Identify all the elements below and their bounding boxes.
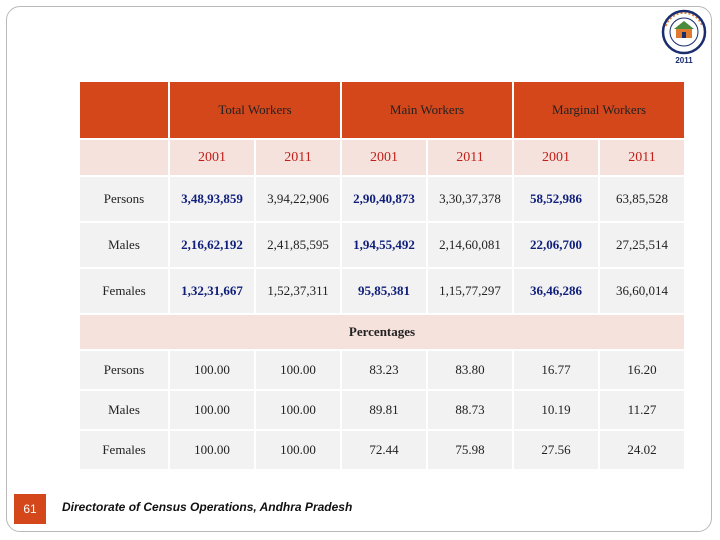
table-cell: 2,14,60,081 (428, 223, 513, 267)
table-cell: 83.23 (342, 351, 427, 389)
table-cell: 95,85,381 (342, 269, 427, 313)
table-cell: 75.98 (428, 431, 513, 469)
table-cell: 22,06,700 (514, 223, 599, 267)
table-cell: 63,85,528 (600, 177, 685, 221)
table-cell: 16.20 (600, 351, 685, 389)
percentages-header-row: Percentages (80, 315, 685, 349)
pct-row-persons: Persons 100.00 100.00 83.23 83.80 16.77 … (80, 351, 685, 389)
year-cell: 2011 (256, 140, 341, 175)
table-cell: 100.00 (256, 391, 341, 429)
table-cell: 3,94,22,906 (256, 177, 341, 221)
table-cell: 27,25,514 (600, 223, 685, 267)
row-label: Males (80, 223, 168, 267)
year-header-row: 2001 2011 2001 2011 2001 2011 (80, 140, 685, 175)
header-main-workers: Main Workers (389, 102, 465, 117)
footer-source: Directorate of Census Operations, Andhra… (62, 500, 353, 514)
table-cell: 100.00 (170, 351, 254, 389)
year-cell: 2011 (428, 140, 513, 175)
header-total-workers: Total Workers (218, 102, 292, 117)
row-label: Persons (80, 177, 168, 221)
year-cell: 2001 (514, 140, 599, 175)
row-label: Males (80, 391, 168, 429)
year-cell: 2001 (170, 140, 254, 175)
census-emblem-icon (661, 9, 707, 55)
table-cell: 16.77 (514, 351, 599, 389)
table-cell: 2,90,40,873 (342, 177, 427, 221)
slide-frame (6, 6, 712, 532)
table-cell: 3,30,37,378 (428, 177, 513, 221)
row-label: Females (80, 431, 168, 469)
header-marginal-workers: Marginal Workers (551, 102, 647, 117)
row-label: Females (80, 269, 168, 313)
table-cell: 1,15,77,297 (428, 269, 513, 313)
table-cell: 100.00 (256, 351, 341, 389)
pct-row-males: Males 100.00 100.00 89.81 88.73 10.19 11… (80, 391, 685, 429)
table-cell: 2,41,85,595 (256, 223, 341, 267)
table-row-males: Males 2,16,62,192 2,41,85,595 1,94,55,49… (80, 223, 685, 267)
year-cell: 2011 (600, 140, 685, 175)
table-cell: 58,52,986 (514, 177, 599, 221)
table-cell: 100.00 (170, 431, 254, 469)
page-number: 61 (14, 494, 46, 524)
table-cell: 10.19 (514, 391, 599, 429)
percentages-title: Percentages (80, 315, 685, 349)
table-cell: 3,48,93,859 (170, 177, 254, 221)
table-cell: 72.44 (342, 431, 427, 469)
table-cell: 2,16,62,192 (170, 223, 254, 267)
logo-year: 2011 (675, 56, 693, 65)
row-label: Persons (80, 351, 168, 389)
year-blank-cell (80, 140, 168, 175)
table-cell: 83.80 (428, 351, 513, 389)
table-cell: 11.27 (600, 391, 685, 429)
table-row-females: Females 1,32,31,667 1,52,37,311 95,85,38… (80, 269, 685, 313)
census-logo: 2011 (656, 8, 712, 70)
table-cell: 100.00 (170, 391, 254, 429)
table-cell: 1,32,31,667 (170, 269, 254, 313)
table-row-persons: Persons 3,48,93,859 3,94,22,906 2,90,40,… (80, 177, 685, 221)
table-cell: 27.56 (514, 431, 599, 469)
table-cell: 1,94,55,492 (342, 223, 427, 267)
table-cell: 36,46,286 (514, 269, 599, 313)
year-cell: 2001 (342, 140, 427, 175)
workers-table: Total Workers Main Workers Marginal Work… (78, 80, 686, 471)
header-blank-cell (80, 82, 168, 138)
table-cell: 100.00 (256, 431, 341, 469)
table-cell: 1,52,37,311 (256, 269, 341, 313)
table-cell: 36,60,014 (600, 269, 685, 313)
table-cell: 88.73 (428, 391, 513, 429)
pct-row-females: Females 100.00 100.00 72.44 75.98 27.56 … (80, 431, 685, 469)
table-cell: 24.02 (600, 431, 685, 469)
table-cell: 89.81 (342, 391, 427, 429)
group-header-row: Total Workers Main Workers Marginal Work… (80, 82, 685, 138)
